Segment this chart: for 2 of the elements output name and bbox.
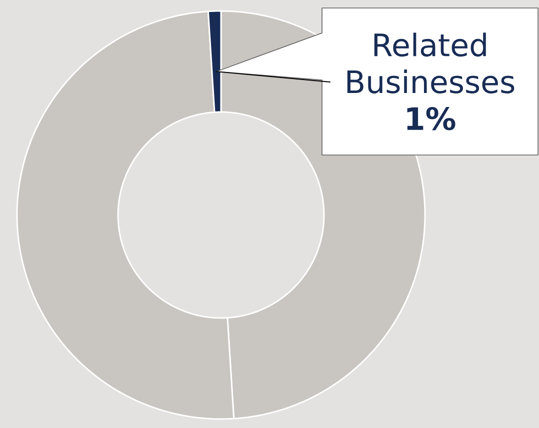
data-label: 1% — [407, 106, 456, 130]
slice-label: Related Businesses — [347, 32, 514, 94]
